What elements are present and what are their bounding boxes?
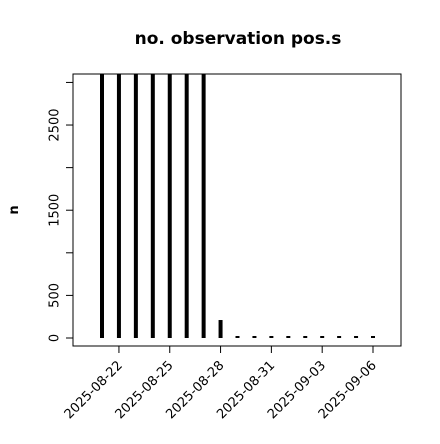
y-tick-label: 0 [48, 334, 63, 342]
y-tick-label: 500 [48, 283, 63, 308]
y-tick-label: 2500 [48, 108, 63, 141]
y-tick-label: 1500 [48, 194, 63, 227]
plot-frame [72, 73, 402, 347]
y-axis-title: n [7, 205, 22, 214]
chart-title: no. observation pos.s [135, 29, 342, 49]
marks [100, 74, 375, 338]
